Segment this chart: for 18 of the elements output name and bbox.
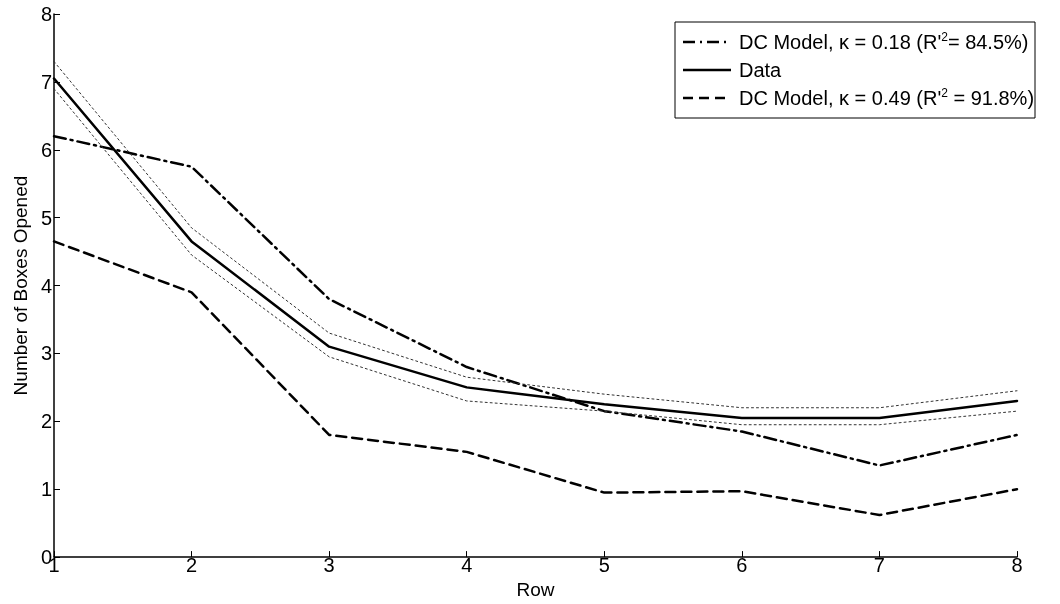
x-tick-label: 8 bbox=[1011, 554, 1023, 577]
y-tick-label: 2 bbox=[40, 410, 52, 433]
x-axis-title: Row bbox=[516, 579, 555, 600]
x-tick-label: 2 bbox=[186, 554, 198, 577]
y-axis-title: Number of Boxes Opened bbox=[9, 175, 31, 396]
y-tick-label: 5 bbox=[40, 206, 52, 229]
y-tick-label: 8 bbox=[40, 3, 52, 25]
x-tick-label: 4 bbox=[461, 554, 473, 577]
y-tick-label: 6 bbox=[40, 138, 52, 161]
y-tick-label: 4 bbox=[40, 274, 52, 297]
legend-label: Data bbox=[739, 59, 783, 81]
y-tick-label: 3 bbox=[40, 342, 52, 365]
x-tick-label: 7 bbox=[873, 554, 885, 577]
y-tick-label: 1 bbox=[40, 478, 52, 501]
x-tick-label: 6 bbox=[736, 554, 748, 577]
y-tick-label: 7 bbox=[40, 70, 52, 93]
x-tick-label: 3 bbox=[323, 554, 335, 577]
x-tick-label: 5 bbox=[598, 554, 610, 577]
